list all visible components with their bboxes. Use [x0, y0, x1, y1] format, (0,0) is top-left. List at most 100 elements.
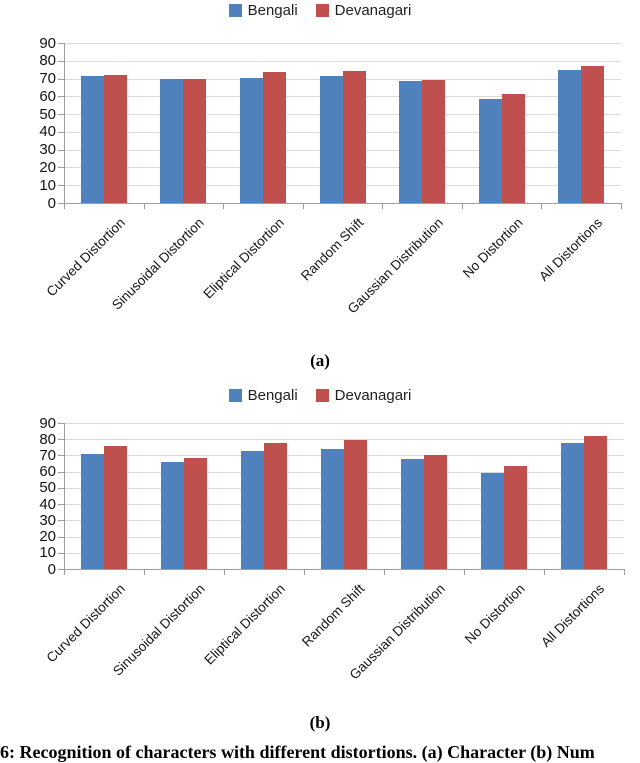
bengali-swatch-icon [228, 388, 242, 402]
x-axis-tick [541, 203, 543, 209]
y-axis-tick [58, 423, 64, 424]
bar-bengali-1 [80, 75, 104, 203]
x-axis-tick [144, 569, 145, 575]
x-axis-tick [624, 569, 625, 575]
y-axis-tick [58, 439, 64, 440]
y-axis-tick-label: 50 [39, 479, 56, 496]
y-axis-tick [58, 203, 64, 204]
plot-area-b: 0 10 20 30 40 50 60 70 80 90 Curved Distortion Sinu… [0, 382, 640, 756]
y-axis-tick [58, 167, 64, 168]
bar-bengali-3 [239, 77, 263, 203]
bar-devanagari-1 [103, 75, 127, 203]
x-axis-category-label: No Distortion [459, 215, 526, 281]
x-axis-category-label: No Distortion [461, 581, 528, 647]
bar-devanagari-1 [104, 445, 127, 569]
bar-bengali-7 [558, 69, 582, 203]
y-axis-tick-label: 30 [39, 141, 56, 158]
x-axis-tick [143, 203, 145, 209]
y-axis-tick [58, 132, 64, 133]
plot-area-a: 0 10 20 30 40 50 60 70 80 90 Curved Distortion Sinu… [0, 0, 640, 380]
y-axis-tick-label: 90 [39, 415, 56, 432]
legend-item-bengali: Bengali [228, 387, 298, 404]
gridline [64, 61, 621, 62]
legend-label-devanagari: Devanagari [334, 1, 412, 19]
y-axis-tick [58, 472, 64, 473]
x-axis-tick [382, 203, 384, 209]
bar-bengali-6 [481, 472, 504, 569]
bar-devanagari-3 [262, 72, 286, 203]
y-axis-tick-label: 50 [39, 106, 56, 123]
x-axis-category-label: All Distortions [538, 581, 608, 650]
bar-devanagari-6 [501, 93, 525, 203]
x-axis-tick [223, 203, 225, 209]
bar-devanagari-2 [183, 78, 207, 203]
y-axis-tick [58, 150, 64, 151]
bar-devanagari-4 [344, 440, 367, 569]
legend-b: Bengali Devanagari [0, 386, 640, 404]
y-axis-tick [58, 455, 64, 456]
caption-a: (a) [310, 351, 330, 370]
y-axis-tick-label: 10 [39, 544, 56, 561]
bar-devanagari-5 [422, 80, 446, 203]
y-axis-tick [58, 569, 64, 570]
y-axis-tick-label: 80 [39, 431, 56, 448]
plot-axes [64, 43, 622, 204]
bar-bengali-1 [81, 453, 104, 569]
legend-item-devanagari: Devanagari [315, 386, 412, 404]
x-axis-category-label: Random Shift [299, 581, 368, 650]
y-axis-tick [58, 488, 64, 489]
x-axis-category-label: Sinusoidal Distortion [109, 215, 207, 313]
y-axis-tick [58, 185, 64, 186]
bar-bengali-2 [161, 461, 184, 569]
caption-b: (b) [309, 713, 331, 732]
y-axis-tick-label: 90 [39, 35, 56, 52]
bar-devanagari-7 [584, 436, 607, 569]
x-axis-tick [64, 569, 65, 575]
y-axis-tick-label: 10 [39, 177, 56, 194]
chart-a: Bengali Devanagari 0 10 20 30 40 50 60 70 80 90 Cu… [0, 0, 640, 380]
x-axis-tick [461, 203, 463, 209]
y-axis-tick-label: 40 [39, 496, 56, 513]
bar-bengali-5 [399, 81, 423, 203]
legend-item-devanagari: Devanagari [315, 1, 412, 19]
x-axis-tick [304, 569, 305, 575]
x-axis-tick [224, 569, 225, 575]
gridline [64, 423, 624, 424]
x-axis-category-label: Curved Distortion [43, 215, 128, 300]
gridline [64, 43, 621, 44]
devanagari-swatch-icon [315, 3, 329, 17]
bar-bengali-3 [241, 451, 264, 569]
legend-item-bengali: Bengali [228, 2, 298, 19]
y-axis-tick-label: 60 [39, 88, 56, 105]
y-axis-tick-label: 40 [39, 123, 56, 140]
x-axis-tick [544, 569, 545, 575]
devanagari-swatch-icon [315, 388, 329, 402]
y-axis-tick-label: 60 [39, 463, 56, 480]
y-axis-tick [58, 520, 64, 521]
bar-bengali-4 [319, 75, 343, 203]
x-axis-category-label: Eliptical Distortion [200, 215, 287, 302]
y-axis-tick [58, 96, 64, 97]
y-axis-tick [58, 61, 64, 62]
x-axis-tick [464, 569, 465, 575]
x-axis-category-label: Sinusoidal Distortion [109, 581, 208, 679]
y-axis-tick-label: 80 [39, 52, 56, 69]
bengali-swatch-icon [228, 3, 242, 17]
figure-caption: 6: Recognition of characters with differ… [0, 742, 595, 762]
y-axis-tick [58, 43, 64, 44]
gridline [64, 439, 624, 440]
legend-label-devanagari: Devanagari [334, 386, 412, 404]
y-axis-tick [58, 504, 64, 505]
y-axis-tick [58, 114, 64, 115]
y-axis-tick [58, 79, 64, 80]
y-axis-tick-label: 0 [47, 195, 56, 212]
bar-bengali-2 [160, 79, 184, 203]
x-axis-category-label: Eliptical Distortion [201, 581, 288, 668]
x-axis-category-label: All Distortions [535, 215, 605, 284]
bar-bengali-4 [321, 449, 344, 569]
x-axis-tick [302, 203, 304, 209]
y-axis-tick-label: 0 [47, 561, 56, 578]
bar-bengali-5 [401, 458, 424, 569]
x-axis-tick [384, 569, 385, 575]
